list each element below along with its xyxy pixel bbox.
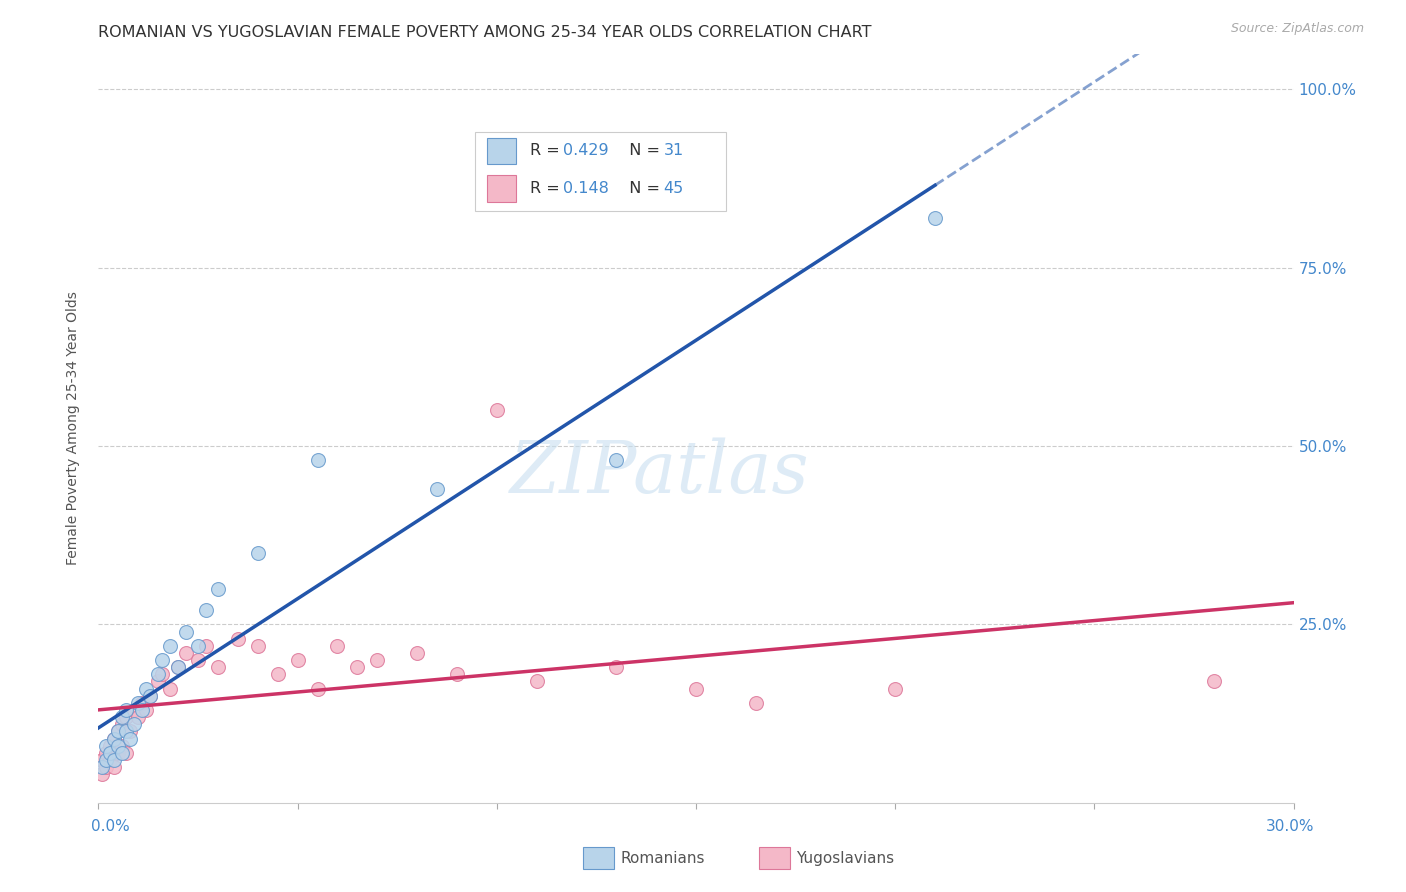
Point <box>91 760 114 774</box>
Point <box>115 724 138 739</box>
Point <box>124 717 146 731</box>
Point <box>107 739 129 753</box>
Point <box>207 660 229 674</box>
Point <box>103 731 125 746</box>
Point <box>135 681 157 696</box>
Text: Yugoslavians: Yugoslavians <box>796 851 894 865</box>
Point <box>159 639 181 653</box>
Point <box>111 717 134 731</box>
Text: N =: N = <box>620 181 665 196</box>
Point <box>406 646 429 660</box>
Point <box>111 746 134 760</box>
Text: R =: R = <box>530 181 565 196</box>
Point <box>246 639 269 653</box>
Text: 0.429: 0.429 <box>564 144 609 159</box>
Point <box>96 760 118 774</box>
Point <box>307 681 329 696</box>
Point <box>167 660 190 674</box>
Point <box>326 639 349 653</box>
Point <box>526 674 548 689</box>
Point <box>111 710 134 724</box>
Point <box>745 696 768 710</box>
Point <box>127 710 149 724</box>
Point <box>91 767 114 781</box>
Point <box>111 739 134 753</box>
Point <box>98 739 122 753</box>
Point <box>139 689 162 703</box>
Text: R =: R = <box>530 144 565 159</box>
Point <box>131 696 153 710</box>
FancyBboxPatch shape <box>486 175 516 202</box>
Point <box>426 482 449 496</box>
Point <box>148 674 170 689</box>
Point <box>103 753 125 767</box>
FancyBboxPatch shape <box>486 138 516 164</box>
Point <box>150 667 173 681</box>
Text: Source: ZipAtlas.com: Source: ZipAtlas.com <box>1230 22 1364 36</box>
Text: 30.0%: 30.0% <box>1267 819 1315 834</box>
Point <box>307 453 329 467</box>
Point <box>207 582 229 596</box>
Point <box>366 653 388 667</box>
Text: 0.148: 0.148 <box>564 181 609 196</box>
Point <box>167 660 190 674</box>
Point <box>139 689 162 703</box>
Point <box>187 653 209 667</box>
Point <box>150 653 173 667</box>
Point <box>267 667 290 681</box>
Point <box>346 660 368 674</box>
Point <box>96 739 118 753</box>
Point <box>115 746 138 760</box>
Point <box>174 646 197 660</box>
Point <box>131 703 153 717</box>
Point <box>120 731 142 746</box>
Point <box>187 639 209 653</box>
Point <box>246 546 269 560</box>
Text: N =: N = <box>620 144 665 159</box>
Point <box>96 746 118 760</box>
Point <box>103 760 125 774</box>
Point <box>148 667 170 681</box>
Point <box>98 746 122 760</box>
Point <box>195 603 218 617</box>
FancyBboxPatch shape <box>475 132 725 211</box>
Point <box>115 703 138 717</box>
Text: ZIPatlas: ZIPatlas <box>510 438 810 508</box>
Point <box>120 724 142 739</box>
Point <box>1202 674 1225 689</box>
Point <box>685 681 707 696</box>
Y-axis label: Female Poverty Among 25-34 Year Olds: Female Poverty Among 25-34 Year Olds <box>66 291 80 566</box>
Text: ROMANIAN VS YUGOSLAVIAN FEMALE POVERTY AMONG 25-34 YEAR OLDS CORRELATION CHART: ROMANIAN VS YUGOSLAVIAN FEMALE POVERTY A… <box>98 25 872 40</box>
Point <box>884 681 907 696</box>
Point <box>174 624 197 639</box>
Text: 45: 45 <box>664 181 683 196</box>
Point <box>115 710 138 724</box>
Point <box>446 667 468 681</box>
Point <box>107 724 129 739</box>
Point <box>103 731 125 746</box>
Point <box>124 703 146 717</box>
Point <box>107 746 129 760</box>
Point <box>287 653 309 667</box>
Point <box>226 632 249 646</box>
Point <box>107 724 129 739</box>
Point <box>485 403 508 417</box>
Point <box>924 211 946 225</box>
Point <box>159 681 181 696</box>
Point <box>605 453 627 467</box>
Point <box>195 639 218 653</box>
Text: Romanians: Romanians <box>620 851 704 865</box>
Text: 0.0%: 0.0% <box>91 819 131 834</box>
Point <box>98 753 122 767</box>
Point <box>127 696 149 710</box>
Point <box>605 660 627 674</box>
Point <box>91 753 114 767</box>
Text: 31: 31 <box>664 144 683 159</box>
Point <box>96 753 118 767</box>
Point <box>135 703 157 717</box>
